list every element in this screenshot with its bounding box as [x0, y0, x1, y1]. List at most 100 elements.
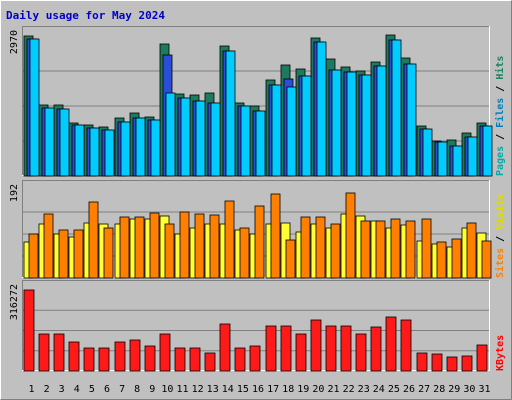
- bar-pages-6: [104, 129, 115, 177]
- bar-kbytes-28: [431, 353, 443, 372]
- bar-sites-8: [134, 216, 145, 279]
- bar-sites-26: [405, 220, 416, 279]
- series-label-part: KBytes: [495, 335, 506, 371]
- bar-pages-13: [210, 102, 221, 177]
- x-tick-label: 2: [44, 384, 50, 395]
- bar-pages-27: [422, 128, 433, 177]
- series-visits: [23, 213, 487, 279]
- bar-kbytes-8: [129, 339, 141, 372]
- x-tick-label: 15: [237, 384, 249, 395]
- series-label-requests: Pages / Files / Hits: [494, 56, 506, 176]
- bar-kbytes-25: [385, 316, 397, 372]
- series-label-part: Sites: [494, 248, 506, 278]
- bar-kbytes-12: [189, 347, 201, 372]
- bar-kbytes-22: [340, 325, 352, 372]
- bar-pages-15: [240, 105, 251, 177]
- x-tick-label: 26: [403, 384, 415, 395]
- y-tick-requests: 2970: [9, 30, 20, 54]
- series-sites: [28, 192, 492, 279]
- bar-sites-14: [224, 200, 235, 279]
- x-tick-label: 5: [89, 384, 95, 395]
- bar-pages-10: [165, 92, 176, 177]
- bar-kbytes-20: [310, 319, 322, 372]
- bar-sites-22: [345, 192, 356, 279]
- bar-kbytes-31: [476, 344, 488, 372]
- bar-sites-31: [481, 240, 492, 279]
- bar-pages-2: [44, 107, 55, 177]
- series-label-part: /: [495, 80, 506, 98]
- x-tick-label: 21: [327, 384, 339, 395]
- series-label-part: Files: [494, 98, 506, 128]
- x-tick-label: 29: [448, 384, 460, 395]
- bar-kbytes-2: [38, 333, 50, 372]
- bar-sites-12: [194, 213, 205, 279]
- bar-pages-25: [391, 39, 402, 177]
- bar-kbytes-27: [416, 352, 428, 372]
- bar-pages-3: [59, 108, 70, 177]
- x-tick-label: 30: [463, 384, 475, 395]
- bar-kbytes-30: [461, 355, 473, 372]
- bar-pages-16: [255, 110, 266, 177]
- bar-sites-24: [375, 220, 386, 279]
- bar-kbytes-16: [249, 345, 261, 372]
- bar-sites-4: [73, 229, 84, 279]
- bar-sites-25: [390, 218, 401, 279]
- bar-pages-19: [301, 75, 312, 177]
- bar-sites-21: [330, 223, 341, 279]
- bar-pages-14: [225, 50, 236, 177]
- bar-sites-16: [254, 205, 265, 279]
- x-tick-label: 19: [297, 384, 309, 395]
- bar-kbytes-24: [370, 326, 382, 372]
- x-tick-label: 16: [252, 384, 264, 395]
- bar-sites-5: [88, 201, 99, 279]
- bar-kbytes-11: [174, 347, 186, 372]
- bar-sites-28: [436, 241, 447, 279]
- x-tick-label: 3: [59, 384, 65, 395]
- bar-pages-12: [195, 100, 206, 177]
- x-tick-label: 17: [267, 384, 279, 395]
- bar-kbytes-3: [53, 333, 65, 372]
- series-label-kbytes: KBytes: [495, 335, 506, 371]
- x-tick-label: 25: [388, 384, 400, 395]
- bar-sites-27: [421, 218, 432, 279]
- x-tick-label: 10: [161, 384, 173, 395]
- x-tick-label: 18: [282, 384, 294, 395]
- bar-pages-21: [331, 69, 342, 177]
- bar-kbytes-17: [265, 325, 277, 372]
- bar-sites-17: [270, 193, 281, 279]
- bar-kbytes-29: [446, 356, 458, 372]
- bar-sites-23: [360, 220, 371, 279]
- bar-kbytes-19: [295, 333, 307, 372]
- x-tick-label: 20: [312, 384, 324, 395]
- y-tick-visits: 192: [9, 184, 20, 202]
- bar-pages-1: [29, 38, 40, 177]
- x-tick-label: 27: [418, 384, 430, 395]
- x-tick-label: 12: [192, 384, 204, 395]
- x-tick-label: 8: [134, 384, 140, 395]
- bar-kbytes-7: [114, 341, 126, 372]
- bar-kbytes-26: [400, 319, 412, 372]
- series-label-part: /: [495, 230, 506, 248]
- bar-sites-19: [300, 216, 311, 279]
- bar-kbytes-13: [204, 352, 216, 372]
- bar-sites-9: [149, 212, 160, 279]
- series-label-part: Hits: [494, 56, 506, 80]
- bar-sites-2: [43, 213, 54, 279]
- x-tick-label: 23: [358, 384, 370, 395]
- bar-pages-7: [120, 121, 131, 177]
- bar-pages-30: [467, 136, 478, 177]
- bar-kbytes-4: [68, 341, 80, 372]
- panel-kbytes: 316272 KBytes: [9, 280, 506, 372]
- bar-kbytes-9: [144, 345, 156, 372]
- series-kbytes: [23, 289, 488, 372]
- bar-sites-29: [451, 238, 462, 279]
- bar-sites-18: [285, 239, 296, 279]
- bar-pages-20: [316, 41, 327, 177]
- bar-sites-15: [239, 227, 250, 279]
- bar-sites-11: [179, 211, 190, 279]
- series-label-visits: Sites / Visits: [494, 194, 506, 278]
- bar-sites-30: [466, 222, 477, 279]
- x-tick-label: 28: [433, 384, 445, 395]
